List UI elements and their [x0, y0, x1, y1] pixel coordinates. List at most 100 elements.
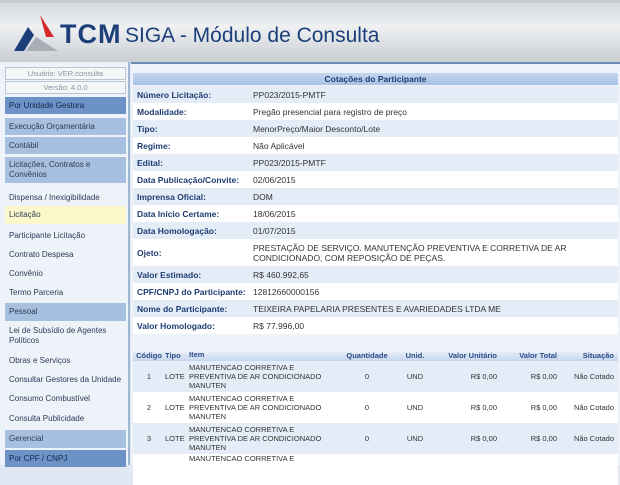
sidebar-item-label: Termo Parceria [9, 287, 64, 297]
col-unid: Unid. [405, 351, 425, 360]
sidebar-item[interactable]: Participante Licitação [5, 227, 126, 244]
table-row: MANUTENCAO CORRETIVA E [133, 454, 618, 485]
field-label: Nome do Participante: [137, 303, 228, 314]
sidebar-item[interactable]: Termo Parceria [5, 284, 126, 301]
sidebar-item-label: Obras e Serviços [9, 355, 71, 365]
cell-valor-total: R$ 0,00 [530, 403, 557, 412]
section-title: Cotações do Participante [133, 73, 618, 85]
sidebar-item[interactable]: Por CPF / CNPJ [5, 450, 126, 467]
sidebar-item[interactable]: Consumo Combustível [5, 390, 126, 407]
field-value: R$ 77.996,00 [253, 320, 305, 331]
cell-quantidade: 0 [364, 403, 370, 412]
cell-codigo: 1 [146, 372, 152, 381]
cell-quantidade: 0 [364, 434, 370, 443]
cell-codigo: 2 [146, 403, 152, 412]
table-header: Código Tipo Item Quantidade Unid. Valor … [133, 350, 618, 361]
col-codigo: Código [136, 351, 162, 360]
field-value: TEIXEIRA PAPELARIA PRESENTES E AVARIEDAD… [253, 303, 501, 314]
field-row: CPF/CNPJ do Participante: 12812660000156 [133, 283, 618, 300]
field-label: Valor Estimado: [137, 269, 202, 280]
sidebar-item[interactable]: Contrato Despesa [5, 246, 126, 263]
col-valor-unitario: Valor Unitário [448, 351, 497, 360]
sidebar-item[interactable]: Licitações, Contratos e Convênios [5, 157, 126, 183]
sidebar-item-label: Licitações, Contratos e Convênios [9, 160, 91, 179]
sidebar-item-label: Por CPF / CNPJ [9, 453, 68, 463]
table-row: 2 LOTE MANUTENCAO CORRETIVA E PREVENTIVA D… [133, 392, 618, 423]
field-row: Nome do Participante: TEIXEIRA PAPELARIA … [133, 300, 618, 317]
sidebar-item[interactable]: Consultar Gestores da Unidade [5, 371, 126, 388]
field-label: Ojeto: [137, 247, 162, 258]
sidebar-item[interactable]: Por Unidade Gestora [5, 97, 126, 114]
sidebar-item-label: Pessoal [9, 307, 38, 316]
field-row: Ojeto: PRESTAÇÃO DE SERVIÇO. MANUTENÇÃO P… [133, 239, 618, 266]
field-value: R$ 460.992,65 [253, 269, 309, 280]
sidebar-item-label: Execução Orçamentária [9, 121, 95, 131]
version-label: Versão: 4.0.0 [5, 81, 126, 94]
sidebar-item-label: Gerencial [9, 434, 44, 443]
field-row: Tipo: MenorPreço/Maior Desconto/Lote [133, 120, 618, 137]
sidebar-item[interactable]: Dispensa / Inexigibilidade [5, 189, 126, 206]
field-label: Valor Homologado: [137, 320, 215, 331]
sidebar-item-label: Dispensa / Inexigibilidade [9, 192, 100, 202]
field-value: PP023/2015-PMTF [253, 157, 326, 168]
sidebar-item[interactable]: Consulta Publicidade [5, 410, 126, 427]
cell-codigo: 3 [146, 434, 152, 443]
field-value: 12812660000156 [253, 286, 320, 297]
cell-unid: UND [406, 403, 424, 412]
sidebar-item[interactable]: Convênio [5, 265, 126, 282]
field-row: Data Publicação/Convite: 02/06/2015 [133, 171, 618, 188]
field-value: PRESTAÇÃO DE SERVIÇO. MANUTENÇÃO PREVENT… [253, 242, 567, 263]
cell-item: MANUTENCAO CORRETIVA E PREVENTIVA DE AR … [189, 425, 322, 452]
header-banner: TCM SIGA - Módulo de Consulta [0, 0, 620, 62]
field-row: Imprensa Oficial: DOM [133, 188, 618, 205]
sidebar-item-label: Licitação [9, 210, 41, 219]
cell-item: MANUTENCAO CORRETIVA E PREVENTIVA DE AR … [189, 394, 322, 421]
field-row: Edital: PP023/2015-PMTF [133, 154, 618, 171]
table-row: 1 LOTE MANUTENCAO CORRETIVA E PREVENTIVA D… [133, 361, 618, 392]
field-label: Data Publicação/Convite: [137, 174, 240, 185]
cell-item: MANUTENCAO CORRETIVA E [189, 454, 295, 463]
cell-situacao: Não Cotado [573, 403, 614, 412]
field-label: Modalidade: [137, 106, 187, 117]
cell-tipo: LOTE [165, 434, 185, 443]
field-row: Data Início Certame: 18/06/2015 [133, 205, 618, 222]
field-value: DOM [253, 191, 273, 202]
sidebar-item-label: Convênio [9, 268, 43, 278]
field-row: Regime: Não Aplicável [133, 137, 618, 154]
brand-name: TCM [60, 19, 122, 49]
cell-valor-unitario: R$ 0,00 [470, 434, 497, 443]
sidebar-item[interactable]: Licitação [5, 206, 126, 224]
field-label: CPF/CNPJ do Participante: [137, 286, 246, 297]
sidebar-item[interactable]: Contábil [5, 137, 126, 154]
field-value: MenorPreço/Maior Desconto/Lote [253, 123, 381, 134]
field-row: Valor Estimado: R$ 460.992,65 [133, 266, 618, 283]
sidebar-item-label: Consultar Gestores da Unidade [9, 374, 122, 384]
col-tipo: Tipo [165, 351, 181, 360]
field-row: Número Licitação: PP023/2015-PMTF [133, 86, 618, 103]
user-label: Usuário: VER.consulta [5, 67, 126, 80]
field-label: Tipo: [137, 123, 158, 134]
cell-situacao: Não Cotado [573, 372, 614, 381]
field-label: Data Início Certame: [137, 208, 220, 219]
field-value: PP023/2015-PMTF [253, 89, 326, 100]
sidebar-item[interactable]: Execução Orçamentária [5, 118, 126, 135]
sidebar-item[interactable]: Obras e Serviços [5, 352, 126, 369]
sidebar-item[interactable]: Pessoal [5, 303, 126, 321]
cell-tipo: LOTE [165, 403, 185, 412]
field-row: Data Homologação: 01/07/2015 [133, 222, 618, 239]
field-row: Valor Homologado: R$ 77.996,00 [133, 317, 618, 334]
sidebar-item[interactable]: Lei de Subsídio de Agentes Políticos [5, 324, 126, 348]
main-content: Cotações do Participante Número Licitaçã… [131, 62, 620, 485]
col-valor-total: Valor Total [519, 351, 557, 360]
cell-valor-unitario: R$ 0,00 [470, 372, 497, 381]
cell-valor-unitario: R$ 0,00 [470, 403, 497, 412]
field-value: 01/07/2015 [253, 225, 296, 236]
field-label: Número Licitação: [137, 89, 212, 100]
sidebar-item-label: Consumo Combustível [9, 393, 90, 403]
sidebar-item[interactable]: Gerencial [5, 430, 126, 448]
cell-unid: UND [406, 434, 424, 443]
sidebar-item-label: Consulta Publicidade [9, 413, 85, 423]
table-row: 3 LOTE MANUTENCAO CORRETIVA E PREVENTIVA D… [133, 423, 618, 454]
field-label: Data Homologação: [137, 225, 217, 236]
sidebar-item-label: Participante Licitação [9, 230, 86, 240]
